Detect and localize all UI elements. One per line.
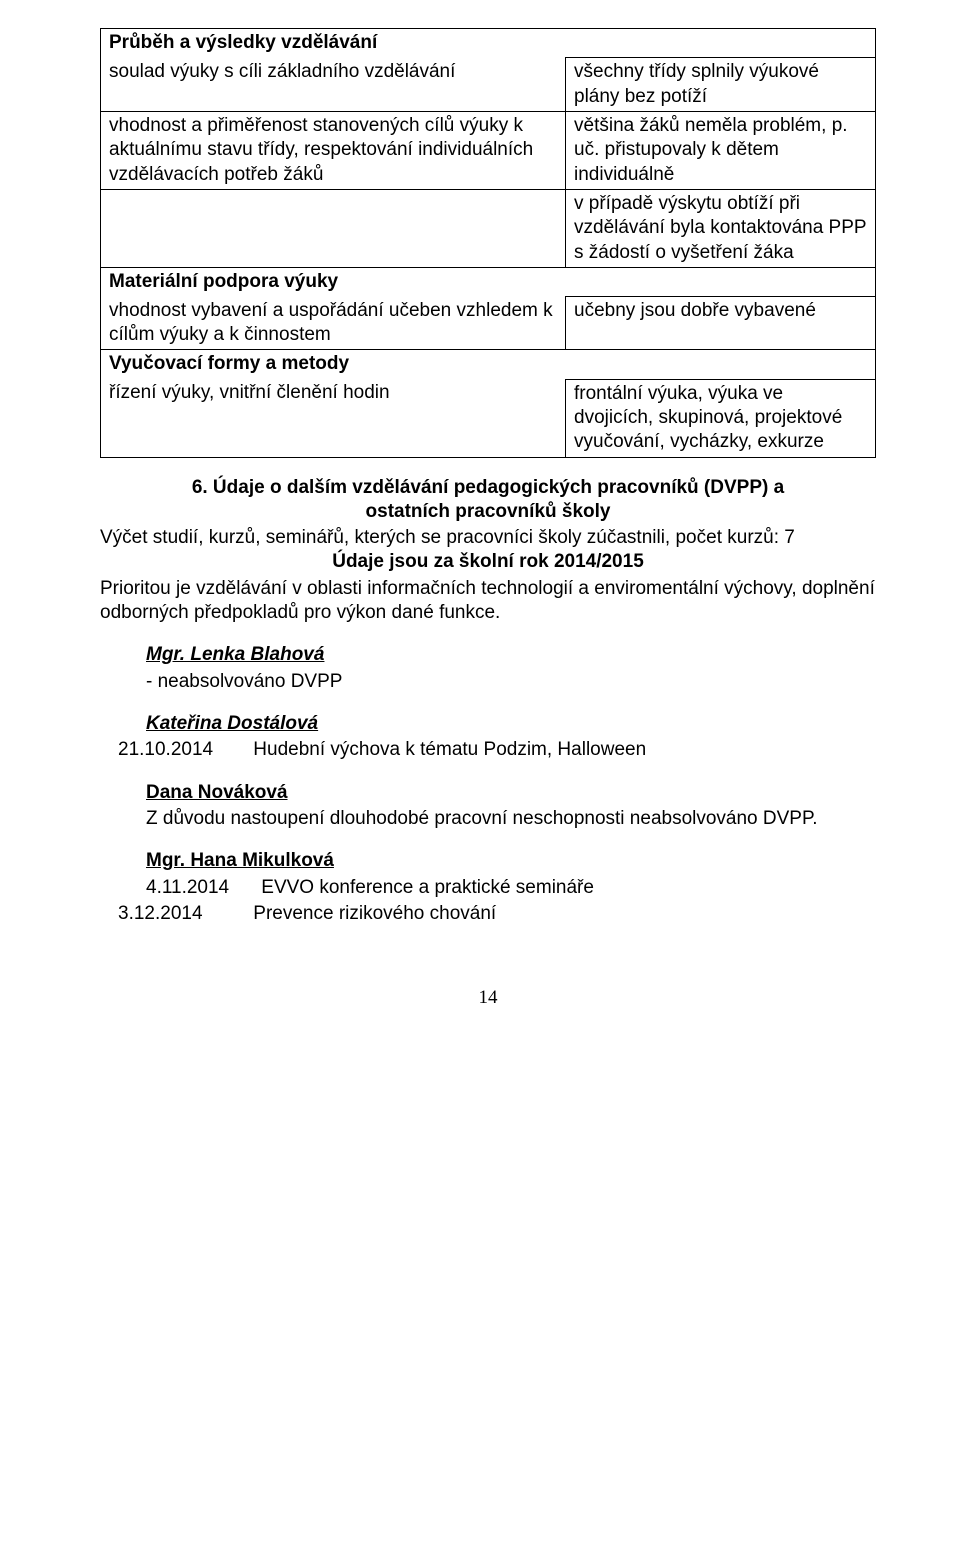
section1-header: Průběh a výsledky vzdělávání bbox=[101, 29, 876, 58]
person-block-1: Mgr. Lenka Blahová - neabsolvováno DVPP bbox=[146, 643, 876, 694]
person4-date1: 4.11.2014 bbox=[146, 876, 256, 900]
row1-left: soulad výuky s cíli základního vzděláván… bbox=[101, 58, 566, 112]
section6-para2: Prioritou je vzdělávání v oblasti inform… bbox=[100, 577, 876, 626]
person-block-2: Kateřina Dostálová 21.10.2014 Hudební vý… bbox=[100, 712, 876, 763]
row1-right: všechny třídy splnily výukové plány bez … bbox=[566, 58, 876, 112]
person3-text: Z důvodu nastoupení dlouhodobé pracovní … bbox=[146, 807, 876, 831]
person3-name: Dana Nováková bbox=[146, 781, 876, 805]
section6-title-line1: 6. Údaje o dalším vzdělávání pedagogický… bbox=[100, 476, 876, 500]
person2-date: 21.10.2014 bbox=[118, 738, 248, 762]
section3-header: Vyučovací formy a metody bbox=[101, 350, 876, 379]
row3-right: v případě výskytu obtíží při vzdělávání … bbox=[566, 189, 876, 267]
person2-text: Hudební výchova k tématu Podzim, Hallowe… bbox=[253, 739, 646, 760]
row4-right: učebny jsou dobře vybavené bbox=[566, 297, 876, 350]
row5-right: frontální výuka, výuka ve dvojicích, sku… bbox=[566, 379, 876, 457]
row2-right: většina žáků neměla problém, p. uč. přis… bbox=[566, 111, 876, 189]
results-table: Průběh a výsledky vzdělávání soulad výuk… bbox=[100, 28, 876, 458]
row2-left: vhodnost a přiměřenost stanovených cílů … bbox=[101, 111, 566, 189]
page-number: 14 bbox=[100, 986, 876, 1010]
row5-left: řízení výuky, vnitřní členění hodin bbox=[101, 379, 566, 457]
person1-name: Mgr. Lenka Blahová bbox=[146, 643, 876, 667]
person4-date2: 3.12.2014 bbox=[118, 902, 248, 926]
person2-name: Kateřina Dostálová bbox=[146, 712, 876, 736]
section-6: 6. Údaje o dalším vzdělávání pedagogický… bbox=[100, 476, 876, 626]
section6-para1: Výčet studií, kurzů, seminářů, kterých s… bbox=[100, 526, 876, 550]
person4-name: Mgr. Hana Mikulková bbox=[146, 849, 876, 873]
person4-text2: Prevence rizikového chování bbox=[253, 903, 496, 924]
row3-left bbox=[101, 189, 566, 267]
person4-text1: EVVO konference a praktické semináře bbox=[261, 877, 594, 898]
section2-header: Materiální podpora výuky bbox=[101, 267, 876, 296]
person-block-4: Mgr. Hana Mikulková 4.11.2014 EVVO konfe… bbox=[100, 849, 876, 926]
row4-left: vhodnost vybavení a uspořádání učeben vz… bbox=[101, 297, 566, 350]
section6-title-line2: ostatních pracovníků školy bbox=[100, 500, 876, 524]
person-block-3: Dana Nováková Z důvodu nastoupení dlouho… bbox=[146, 781, 876, 832]
section6-bold-line: Údaje jsou za školní rok 2014/2015 bbox=[100, 550, 876, 574]
person1-note: - neabsolvováno DVPP bbox=[146, 670, 876, 694]
